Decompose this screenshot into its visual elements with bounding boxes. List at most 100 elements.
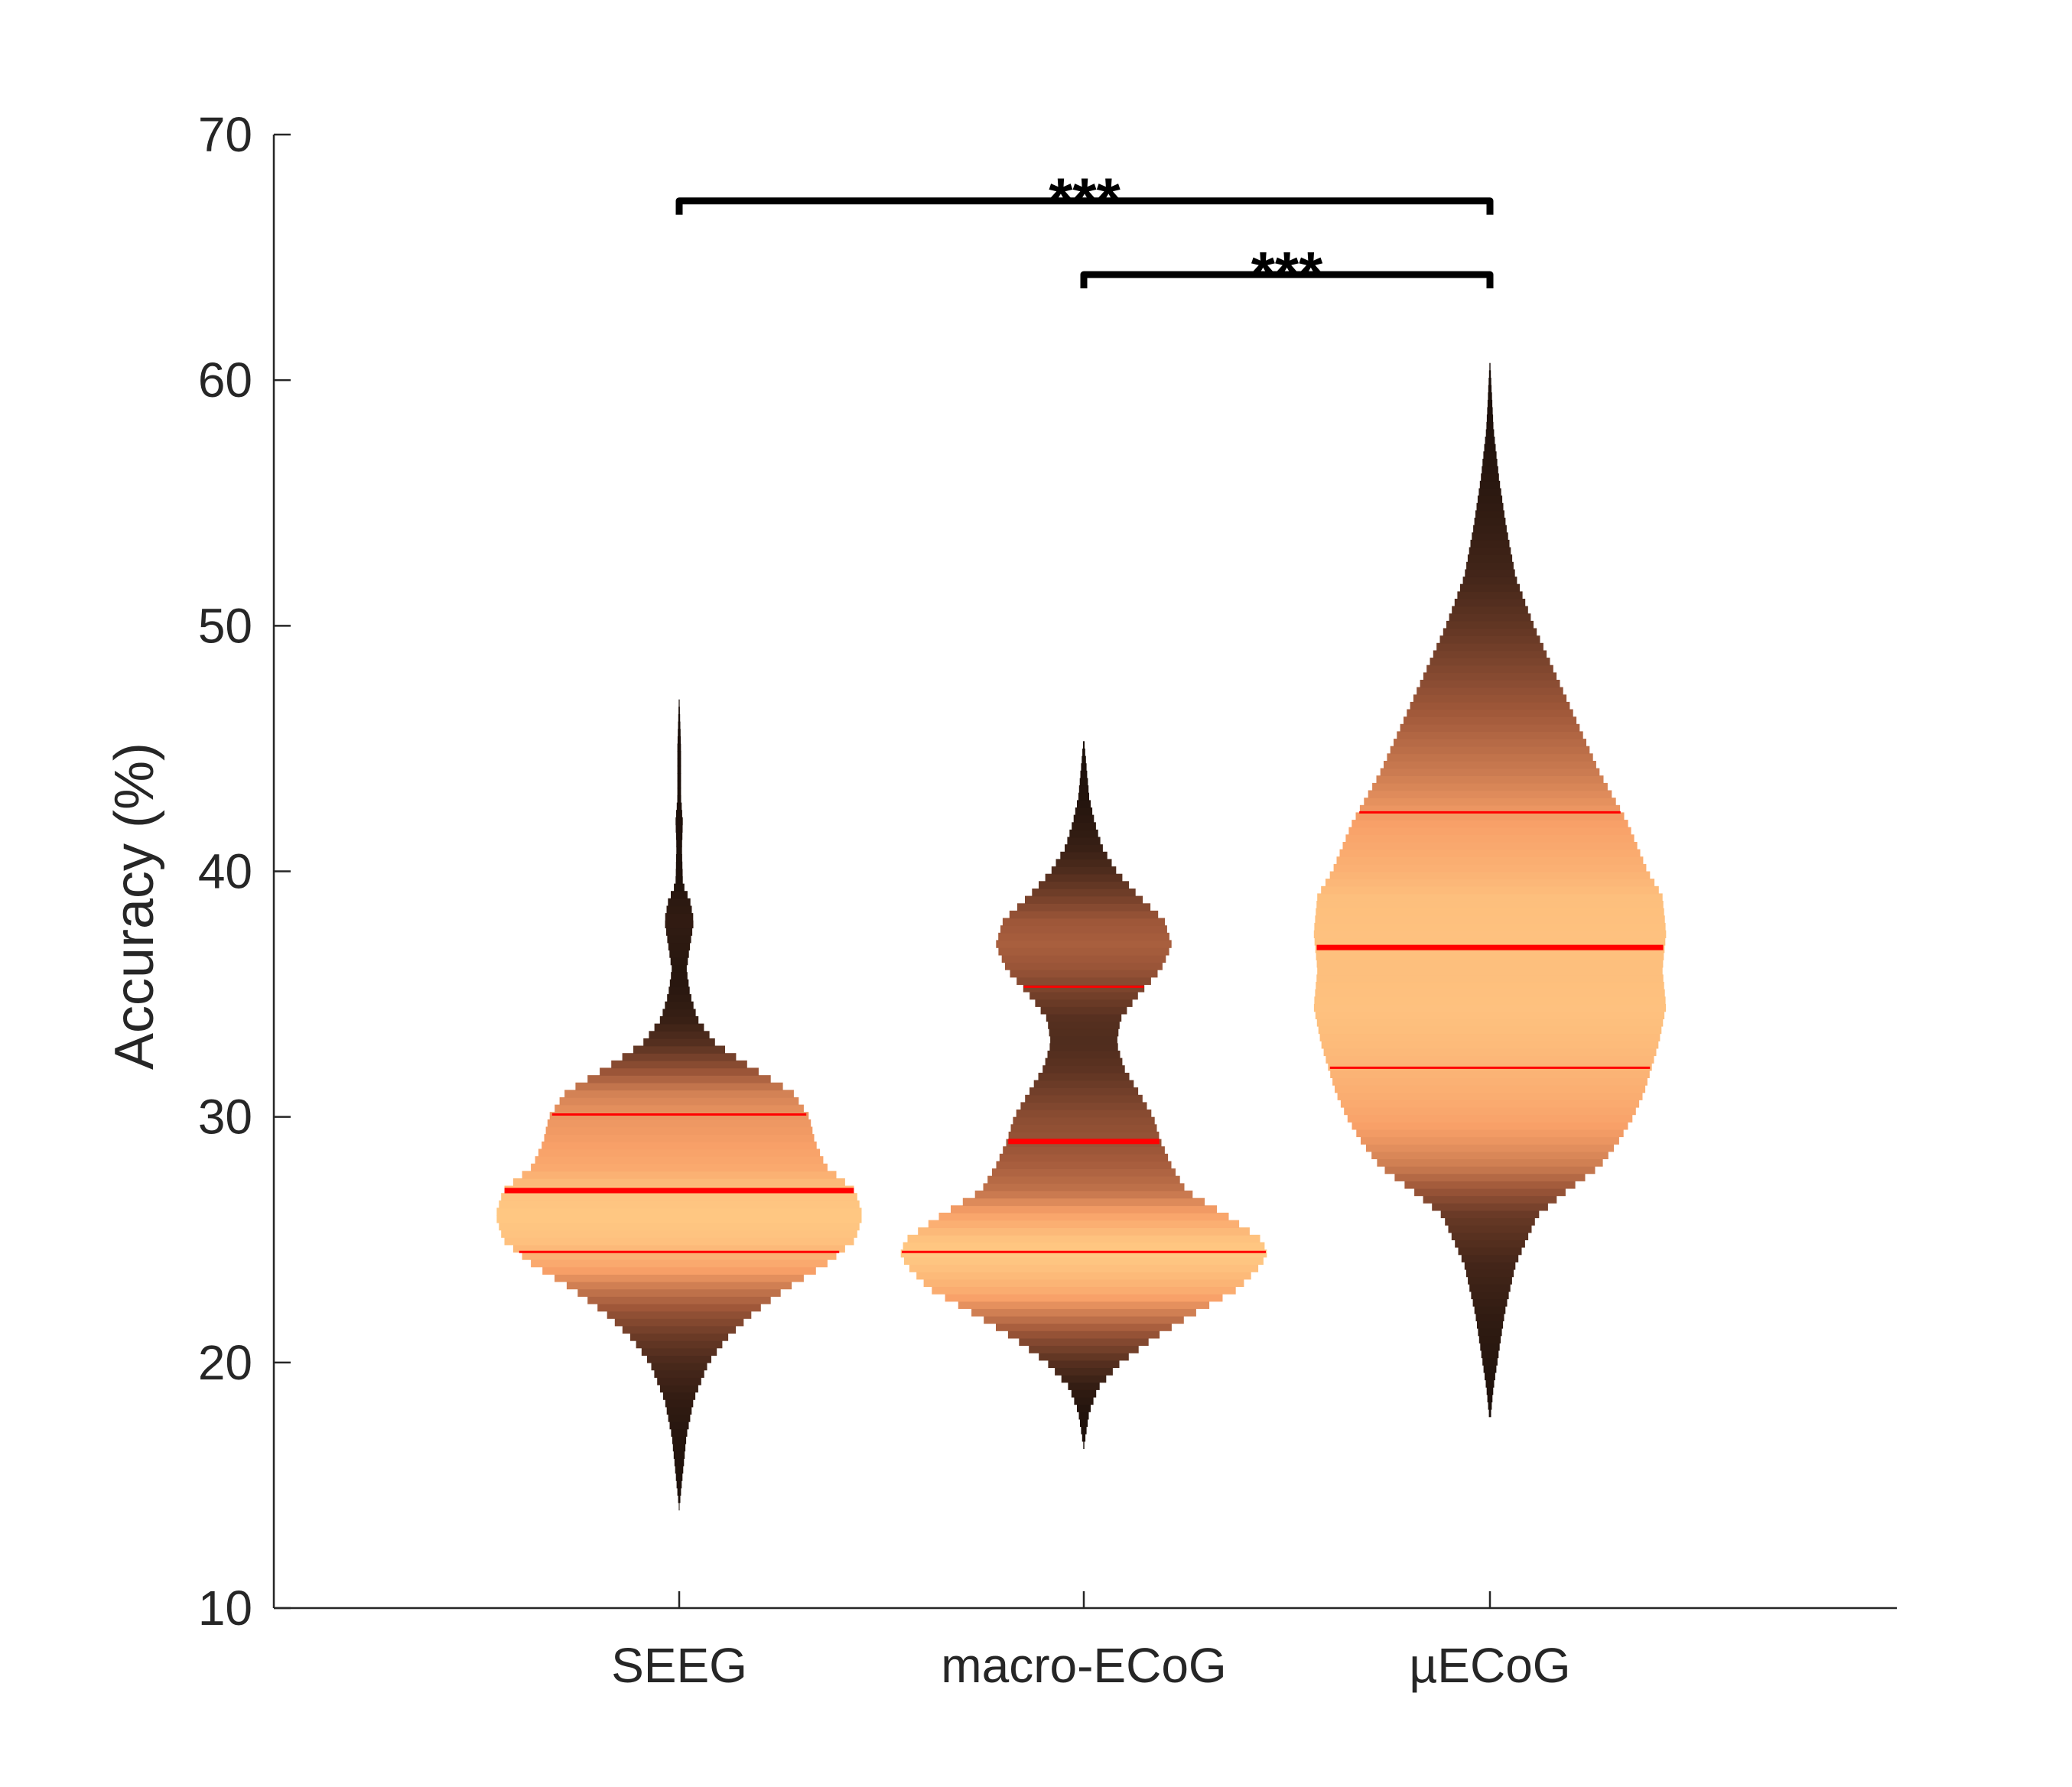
- violin-2-band: [1045, 873, 1123, 882]
- violin-1-band: [665, 1001, 694, 1010]
- violin-3-band: [1376, 775, 1604, 784]
- violin-1-band: [501, 1230, 857, 1238]
- violin-1-band: [672, 1436, 687, 1444]
- violin-1-band: [662, 1392, 696, 1400]
- violin-1-band: [678, 721, 681, 729]
- violin-1-band: [647, 1355, 711, 1363]
- violin-1-band: [522, 1171, 837, 1179]
- violin-3-band: [1487, 399, 1493, 408]
- violin-1-band: [678, 729, 681, 737]
- x-tick-label: µECoG: [1409, 1638, 1570, 1693]
- significance-label-2: ***: [1251, 239, 1323, 307]
- violin-2-band: [1010, 1124, 1157, 1132]
- violin-2-band: [907, 1234, 1260, 1243]
- violin-3-band: [1464, 1262, 1516, 1270]
- violin-2-band: [1081, 1426, 1087, 1434]
- violin-3-band: [1315, 1011, 1665, 1019]
- violin-3-band: [1316, 1019, 1664, 1027]
- violin-1-band: [643, 1038, 715, 1047]
- violin-3-band: [1344, 1106, 1636, 1116]
- violin-3-band: [1319, 1033, 1661, 1041]
- violin-3-band: [1445, 1217, 1535, 1226]
- violin-1-band: [566, 1281, 792, 1290]
- violin-1-band: [555, 1104, 804, 1113]
- violin-3-band: [1482, 458, 1498, 467]
- violin-1-band: [564, 1090, 794, 1098]
- violin-layer: [496, 362, 1667, 1511]
- violin-1-band: [660, 1384, 698, 1393]
- violin-3-band: [1473, 525, 1507, 534]
- violin-1-band: [677, 765, 681, 774]
- violin-1: [496, 699, 862, 1511]
- violin-3-band: [1332, 1077, 1648, 1086]
- violin-1-band: [669, 950, 689, 958]
- violin-2-band: [1025, 895, 1143, 904]
- violin-2: [900, 741, 1267, 1449]
- violin-1-band: [575, 1082, 783, 1091]
- violin-3-band: [1315, 989, 1665, 998]
- violin-1-band: [677, 773, 681, 781]
- violin-2-band: [1083, 1441, 1085, 1449]
- violin-1-band: [677, 794, 681, 804]
- violin-3-band: [1335, 1084, 1646, 1093]
- violin-3-band: [1458, 1246, 1522, 1256]
- violin-1-band: [597, 1303, 761, 1312]
- violin-2-band: [996, 1161, 1172, 1169]
- violin-3-band: [1352, 820, 1628, 828]
- violin-2-band: [1029, 1345, 1139, 1353]
- violin-3-band: [1443, 628, 1537, 636]
- violin-3-band: [1488, 370, 1491, 379]
- violin-3-band: [1423, 672, 1557, 681]
- violin-1-band: [675, 876, 683, 885]
- violin-3-band: [1485, 429, 1495, 437]
- violin-3-band: [1313, 1003, 1667, 1012]
- violin-1-band: [677, 736, 681, 745]
- violin-3-band: [1321, 885, 1659, 895]
- violin-2-band: [1071, 1389, 1097, 1398]
- violin-3-band: [1321, 1041, 1659, 1049]
- violin-1-band: [675, 869, 683, 877]
- violin-3-band: [1316, 974, 1664, 983]
- violin-1-band: [668, 898, 691, 907]
- violin-1-band: [649, 1031, 710, 1039]
- violin-1-band: [659, 1016, 699, 1025]
- violin-3-band: [1488, 1402, 1492, 1410]
- violin-1-band: [542, 1141, 817, 1150]
- violin-2-band: [1078, 792, 1089, 801]
- violin-3-band: [1465, 1269, 1514, 1278]
- violin-3-band: [1488, 378, 1491, 386]
- violin-3-band: [1404, 716, 1577, 725]
- violin-3-band: [1474, 1306, 1506, 1314]
- violin-2-band: [1029, 1087, 1139, 1096]
- violin-1-band: [678, 707, 680, 715]
- violin-3-band: [1454, 599, 1526, 607]
- violin-1-band: [622, 1325, 737, 1334]
- violin-2-band: [918, 1227, 1250, 1236]
- violin-3-band: [1478, 1335, 1501, 1343]
- violin-3-band: [1336, 856, 1644, 865]
- violin-1-band: [587, 1075, 771, 1084]
- violin-3-band: [1315, 915, 1665, 924]
- violin-1-band: [499, 1222, 860, 1231]
- violin-3-band: [1471, 1291, 1509, 1300]
- violin-3-band: [1316, 982, 1664, 990]
- violin-3-band: [1477, 1321, 1504, 1329]
- violin-3-band: [1426, 664, 1553, 674]
- violin-3-band: [1420, 680, 1560, 688]
- violin-2-band: [1083, 741, 1085, 749]
- violin-2-band: [903, 1242, 1265, 1250]
- violin-1-band: [636, 1340, 723, 1349]
- violin-3-band: [1316, 960, 1664, 968]
- y-tick-label: 50: [198, 598, 252, 653]
- violin-1-band: [671, 891, 688, 899]
- violin-2-band: [1032, 889, 1136, 897]
- violin-3-band: [1482, 1357, 1498, 1366]
- violin-1-band: [665, 913, 694, 921]
- violin-3-band: [1480, 1343, 1500, 1351]
- violin-2-band: [1029, 991, 1138, 1000]
- axes: 10 20 30 40 50 60 70 SEEG macro-ECoG µECoG: [198, 107, 1897, 1693]
- violin-3-band: [1486, 421, 1494, 431]
- violin-1-band: [614, 1318, 744, 1327]
- violin-1-band: [545, 1126, 813, 1135]
- violin-1-band: [547, 1119, 812, 1128]
